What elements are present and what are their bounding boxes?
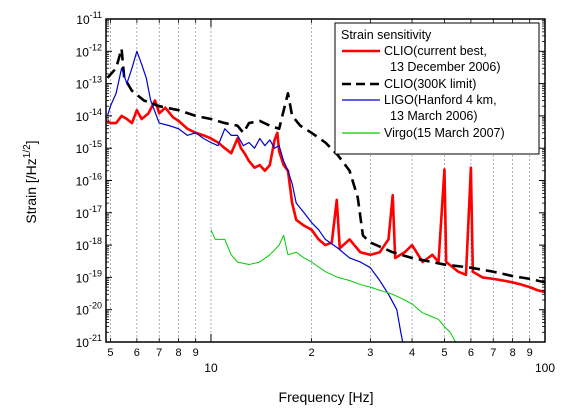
y-tick-base: 10 (76, 142, 90, 156)
x-minor-tick-label: 9 (193, 347, 199, 359)
y-tick-exponent: -18 (89, 236, 102, 246)
y-tick-base: 10 (76, 239, 90, 253)
y-tick-label: 10-16 (76, 172, 102, 189)
y-tick-label: 10-18 (76, 236, 102, 253)
series-line-3 (210, 229, 457, 342)
y-axis-title-base: Strain [/Hz (23, 158, 39, 223)
y-tick-base: 10 (76, 207, 90, 221)
y-axis-title-exponent: 1/2 (22, 144, 33, 158)
y-tick-base: 10 (76, 13, 90, 27)
x-minor-tick-label: 9 (527, 347, 533, 359)
x-minor-tick-label: 7 (490, 347, 496, 359)
y-tick-base: 10 (76, 45, 90, 59)
legend-label-1: CLIO(300K limit) (384, 77, 476, 91)
legend-label-3: Virgo(15 March 2007) (384, 126, 505, 140)
y-tick-label: 10-21 (76, 333, 102, 350)
legend-label-0: CLIO(current best, (384, 44, 487, 58)
legend-title: Strain sensitivity (341, 28, 432, 42)
y-tick-label: 10-20 (76, 301, 102, 318)
x-minor-tick-label: 8 (510, 347, 516, 359)
y-tick-base: 10 (76, 175, 90, 189)
y-tick-label: 10-14 (76, 107, 102, 124)
x-axis-title: Frequency [Hz] (279, 389, 374, 405)
y-tick-exponent: -14 (89, 107, 102, 117)
legend-box (334, 22, 540, 155)
y-tick-exponent: -17 (89, 204, 102, 214)
y-tick-base: 10 (76, 336, 90, 350)
series-line-1 (106, 47, 545, 284)
y-tick-exponent: -19 (89, 268, 102, 278)
x-minor-tick-label: 6 (468, 347, 474, 359)
y-tick-label: 10-11 (76, 10, 102, 27)
y-tick-label: 10-15 (76, 139, 102, 156)
x-minor-tick-label: 8 (176, 347, 182, 359)
y-tick-exponent: -15 (89, 139, 102, 149)
y-axis-ticks: 10-1110-1210-1310-1410-1510-1610-1710-18… (76, 10, 545, 350)
y-tick-label: 10-17 (76, 204, 102, 221)
x-minor-tick-label: 2 (308, 347, 314, 359)
legend-label-2: LIGO(Hanford 4 km, (384, 93, 497, 107)
series-line-0 (106, 99, 545, 294)
y-tick-exponent: -21 (89, 333, 102, 343)
x-minor-tick-label: 4 (409, 347, 415, 359)
x-axis-ticks: 5 6 7 8 9 2 3 4 5 6 7 8 910 100 (107, 19, 555, 375)
y-tick-label: 10-13 (76, 75, 102, 92)
y-tick-base: 10 (76, 271, 90, 285)
y-tick-label: 10-12 (76, 42, 102, 59)
y-tick-exponent: -13 (89, 75, 102, 85)
y-axis-title-tail: ] (23, 140, 39, 144)
y-tick-exponent: -16 (89, 172, 102, 182)
y-tick-exponent: -20 (89, 301, 102, 311)
y-tick-label: 10-19 (76, 268, 102, 285)
y-tick-base: 10 (76, 110, 90, 124)
y-tick-exponent: -12 (89, 42, 102, 52)
x-minor-tick-label: 7 (156, 347, 162, 359)
y-tick-base: 10 (76, 78, 90, 92)
series-line-2 (106, 50, 404, 342)
y-axis-title: Strain [/Hz1/2] (22, 140, 39, 223)
series-lines (106, 47, 545, 342)
x-minor-tick-label: 6 (134, 347, 140, 359)
x-minor-tick-label: 3 (367, 347, 373, 359)
legend-label-0: 13 December 2006) (390, 60, 500, 74)
x-major-tick-label: 100 (535, 361, 555, 375)
legend-label-2: 13 March 2006) (390, 109, 478, 123)
legend-entries: CLIO(current best, 13 December 2006) CLIO(… (342, 44, 505, 140)
x-major-tick-label: 10 (204, 361, 218, 375)
y-tick-exponent: -11 (90, 10, 102, 20)
x-minor-tick-label: 5 (107, 347, 113, 359)
y-tick-base: 10 (76, 304, 90, 318)
x-minor-tick-label: 5 (441, 347, 447, 359)
legend: Strain sensitivity CLIO(current best, 13 … (334, 22, 540, 155)
